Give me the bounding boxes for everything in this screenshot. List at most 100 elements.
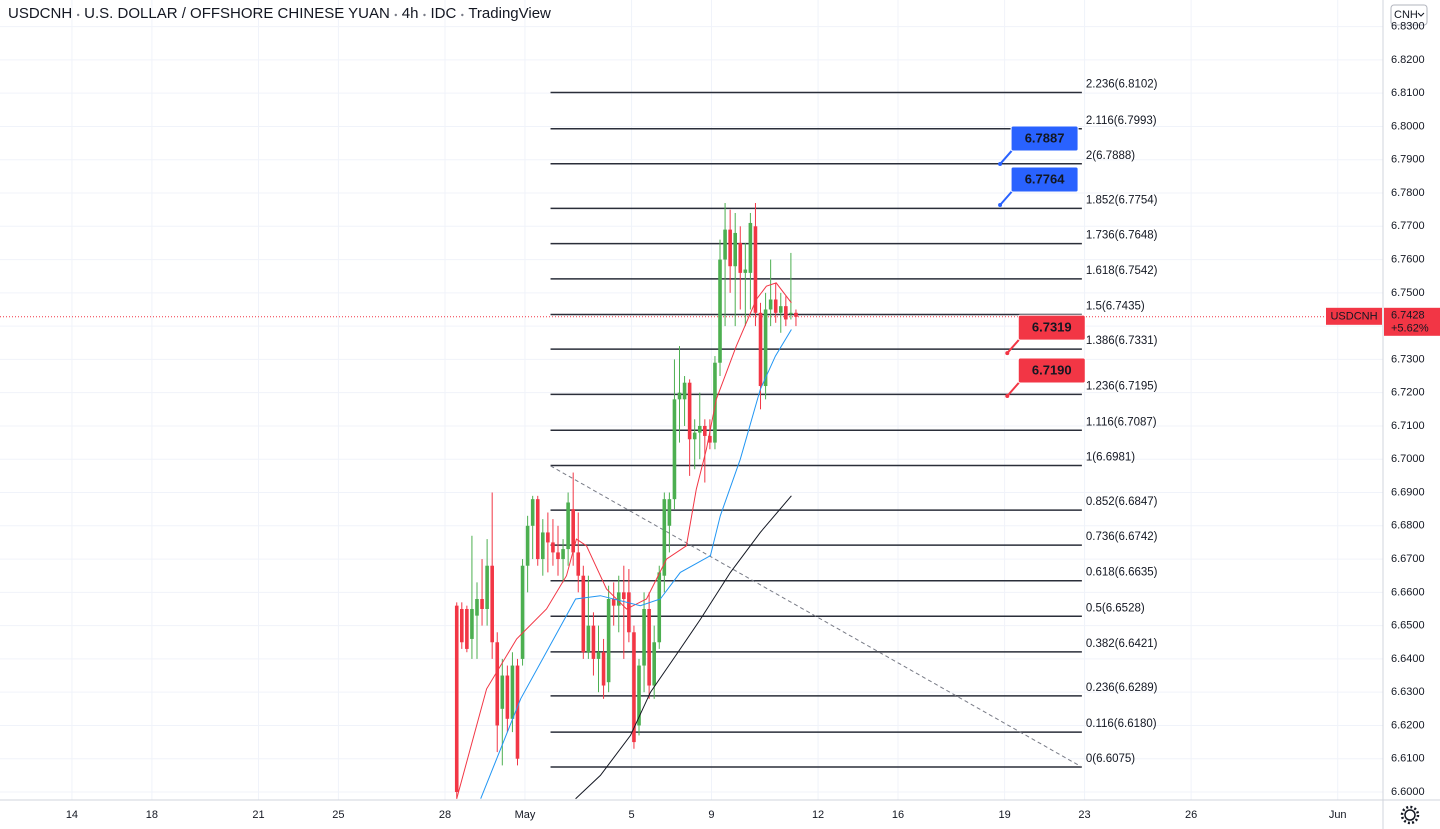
y-tick-label: 6.7200	[1391, 387, 1425, 399]
y-tick-label: 6.7600	[1391, 253, 1425, 265]
y-tick-label: 6.6000	[1391, 786, 1425, 798]
y-tick-label: 6.6800	[1391, 520, 1425, 532]
x-tick-label: 23	[1078, 809, 1090, 821]
candle-body	[748, 222, 753, 273]
source: IDC	[430, 5, 456, 22]
candle-body	[495, 642, 500, 726]
fib-label: 0.382(6.6421)	[1086, 638, 1158, 650]
candle-body	[505, 675, 510, 719]
candle-body	[657, 572, 662, 643]
candle-body	[778, 306, 783, 313]
candle-body	[576, 552, 581, 576]
x-tick-label: 5	[628, 809, 634, 821]
tag-anchor	[1005, 394, 1010, 399]
y-tick-label: 6.7100	[1391, 420, 1425, 432]
candle-body	[723, 229, 727, 260]
candle-body	[530, 499, 535, 526]
x-tick-label: 21	[252, 809, 264, 821]
trend-line	[550, 465, 1083, 768]
y-tick-label: 6.6500	[1391, 620, 1425, 632]
y-tick-label: 6.6300	[1391, 686, 1425, 698]
x-tick-label: 14	[66, 809, 78, 821]
candle-body	[718, 259, 722, 363]
y-tick-label: 6.6100	[1391, 753, 1425, 765]
fib-label: 0.116(6.6180)	[1086, 718, 1157, 730]
candle-body	[546, 532, 550, 543]
fib-label: 2(6.7888)	[1086, 150, 1135, 162]
candle-body	[586, 625, 591, 653]
candle-body	[459, 608, 464, 643]
candle-body	[611, 599, 616, 606]
tag-box	[1010, 125, 1079, 152]
candle-body	[571, 509, 575, 553]
fib-label: 2.236(6.8102)	[1086, 79, 1158, 91]
candle-body	[591, 625, 596, 659]
candle-body	[596, 652, 601, 659]
last-price-change: +5.62%	[1391, 323, 1429, 335]
last-price-value: 6.7428	[1391, 310, 1425, 322]
candle-body	[632, 632, 636, 743]
candle-body	[708, 435, 712, 443]
y-tick-label: 6.6900	[1391, 486, 1425, 498]
currency-label[interactable]: CNH	[1394, 9, 1418, 21]
tag-label: 6.7190	[1032, 362, 1072, 377]
gear-teeth[interactable]	[1400, 805, 1420, 825]
interval[interactable]: 4h	[402, 5, 419, 22]
candle-body	[566, 502, 570, 550]
currency-button-frame[interactable]	[1390, 4, 1428, 26]
y-tick-label: 6.7700	[1391, 220, 1425, 232]
candle-body	[682, 382, 687, 400]
tag-label: 6.7887	[1025, 130, 1065, 145]
grid	[0, 0, 1383, 800]
fib-label: 1.5(6.7435)	[1086, 301, 1145, 313]
moving-average	[575, 495, 792, 800]
fib-label: 0.852(6.6847)	[1086, 496, 1158, 508]
dropdown-arrow[interactable]	[1417, 12, 1425, 17]
candle-body	[743, 269, 748, 273]
x-tick-label: 25	[332, 809, 344, 821]
candle-body	[561, 549, 565, 560]
candle-body	[758, 312, 763, 387]
tag-anchor	[998, 202, 1003, 207]
y-tick-label: 6.6200	[1391, 719, 1425, 731]
plot: 2.236(6.8102) 2.116(6.7993) 2(6.7888) 1.852…	[0, 79, 1383, 800]
settings-button[interactable]	[1400, 805, 1420, 825]
candle-body	[606, 599, 611, 683]
candle-body	[713, 362, 717, 443]
gear-icon[interactable]	[1404, 809, 1416, 821]
candle-body	[622, 592, 626, 600]
candle-body	[581, 575, 586, 653]
tag-box	[1017, 357, 1086, 384]
candle-body	[616, 592, 621, 606]
tag-box	[1017, 314, 1086, 341]
x-tick-label: 28	[439, 809, 451, 821]
last-price-axis-badge	[1384, 307, 1440, 336]
candle-body	[510, 665, 515, 719]
tag-anchor	[1005, 351, 1010, 356]
candle-body	[687, 382, 692, 440]
last-price-symbol: USDCNH	[1330, 311, 1377, 323]
header: USDCNH U.S. DOLLAR / OFFSHORE CHINESE YU…	[8, 5, 551, 22]
fib-label: 0.5(6.6528)	[1086, 602, 1145, 614]
candle-body	[728, 229, 732, 267]
moving-average	[456, 282, 792, 799]
candle-body	[465, 608, 469, 649]
fib-label: 1.116(6.7087)	[1086, 416, 1157, 428]
y-tick-label: 6.8300	[1391, 21, 1425, 33]
fib-label: 2.116(6.7993)	[1086, 115, 1157, 127]
candle-body	[692, 432, 697, 440]
candle-body	[677, 392, 682, 400]
candle-body	[470, 608, 474, 639]
candle-body	[662, 499, 667, 576]
currency-button[interactable]: CNH	[1390, 4, 1428, 26]
separator	[423, 13, 426, 17]
candle-body	[753, 226, 758, 313]
tag-box	[1010, 166, 1079, 193]
separator	[76, 13, 80, 17]
candle-body	[535, 499, 540, 560]
candle-body	[773, 299, 778, 313]
x-tick-label: 19	[998, 809, 1010, 821]
